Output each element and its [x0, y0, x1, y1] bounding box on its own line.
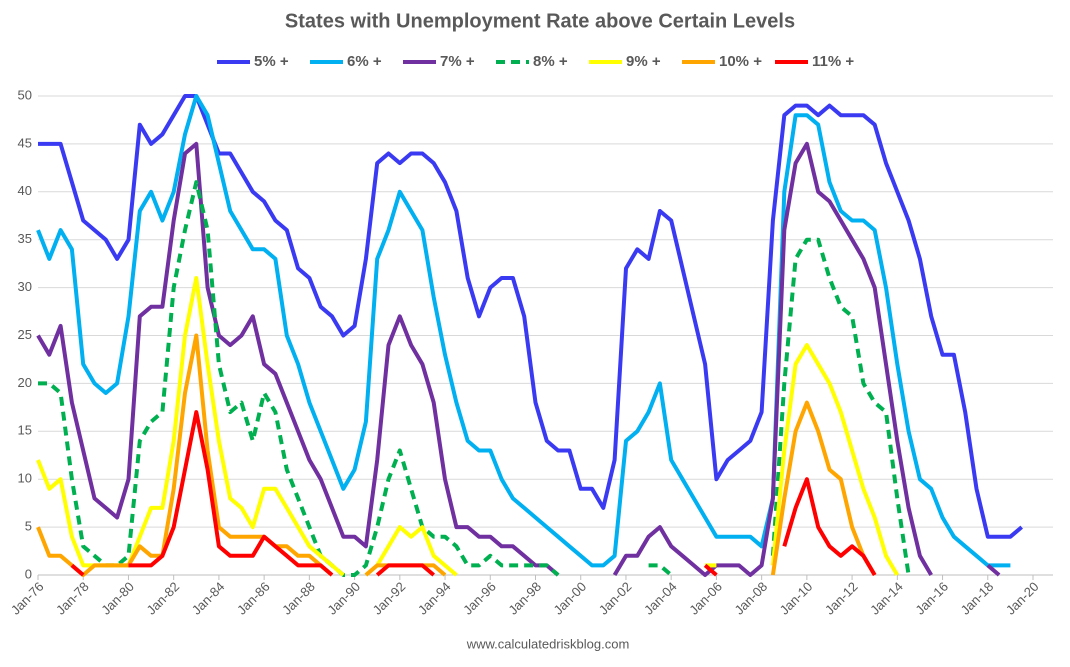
legend-label: 7% +	[440, 53, 475, 70]
y-tick-label: 15	[18, 423, 32, 438]
x-tick-label: Jan-02	[596, 579, 635, 618]
y-tick-label: 45	[18, 135, 32, 150]
x-tick-label: Jan-00	[551, 579, 590, 618]
series-line	[703, 563, 718, 577]
x-tick-label: Jan-86	[234, 579, 273, 618]
y-tick-label: 5	[25, 519, 32, 534]
x-tick-label: Jan-16	[912, 579, 951, 618]
x-tick-label: Jan-96	[460, 579, 499, 618]
series-line	[770, 343, 900, 577]
y-tick-label: 30	[18, 279, 32, 294]
y-tick-label: 20	[18, 375, 32, 390]
legend-label: 5% +	[254, 53, 289, 70]
y-tick-label: 25	[18, 327, 32, 342]
y-tick-label: 0	[25, 566, 32, 581]
series-line	[375, 563, 435, 577]
series-line	[364, 525, 458, 577]
x-tick-label: Jan-10	[777, 579, 816, 618]
x-tick-label: Jan-84	[189, 579, 228, 618]
legend-label: 8% +	[533, 53, 568, 70]
x-tick-label: Jan-82	[144, 579, 183, 618]
series-line	[36, 141, 560, 577]
series-line	[648, 563, 673, 577]
series-line	[612, 141, 933, 577]
legend-label: 9% +	[626, 53, 661, 70]
series-line	[36, 276, 345, 577]
series-line	[782, 477, 877, 577]
x-tick-label: Jan-12	[822, 579, 861, 618]
series-line	[38, 94, 1023, 539]
x-tick-label: Jan-78	[53, 579, 92, 618]
y-tick-label: 40	[18, 183, 32, 198]
x-tick-label: Jan-06	[686, 579, 725, 618]
x-tick-label: Jan-08	[731, 579, 770, 618]
x-tick-label: Jan-04	[641, 579, 680, 618]
series-line	[38, 180, 560, 577]
x-tick-label: Jan-90	[324, 579, 363, 618]
x-tick-label: Jan-76	[8, 579, 47, 618]
y-tick-label: 35	[18, 231, 32, 246]
x-tick-label: Jan-20	[1003, 579, 1042, 618]
series-line	[36, 94, 1011, 568]
legend-label: 10% +	[719, 53, 762, 70]
legend-label: 6% +	[347, 53, 382, 70]
chart-title: States with Unemployment Rate above Cert…	[285, 10, 795, 32]
series-line	[70, 563, 85, 577]
x-tick-label: Jan-18	[958, 579, 997, 618]
x-tick-label: Jan-92	[370, 579, 409, 618]
x-tick-label: Jan-98	[505, 579, 544, 618]
series-line	[36, 333, 334, 577]
x-tick-label: Jan-88	[279, 579, 318, 618]
source: www.calculatedriskblog.com	[466, 636, 630, 651]
legend-label: 11% +	[812, 53, 854, 70]
series-line	[770, 400, 877, 577]
x-tick-label: Jan-80	[98, 579, 137, 618]
series-line	[128, 410, 334, 577]
series-line	[986, 563, 1001, 577]
x-tick-label: Jan-14	[867, 579, 906, 618]
y-tick-label: 50	[18, 87, 32, 102]
x-tick-label: Jan-94	[415, 579, 454, 618]
y-tick-label: 10	[18, 471, 32, 486]
